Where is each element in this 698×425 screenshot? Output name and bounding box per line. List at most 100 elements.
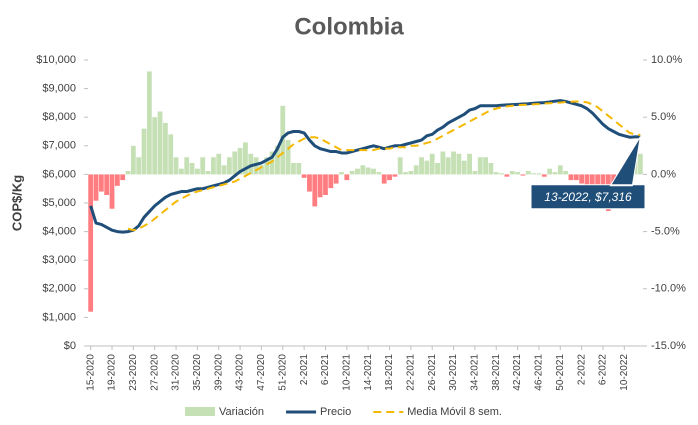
x-tick-label: 6-2022	[598, 354, 609, 386]
bar	[227, 157, 232, 175]
bar	[162, 122, 168, 175]
x-tick-label: 2-2022	[576, 354, 587, 386]
y-tick-label: $4,000	[42, 226, 76, 238]
legend-label: Media Móvil 8 sem.	[407, 406, 502, 418]
y2-tick-label: 0.0%	[651, 168, 676, 180]
x-tick-label: 6-2021	[320, 354, 331, 386]
bar	[483, 157, 488, 175]
bar	[109, 174, 115, 209]
bar	[205, 170, 211, 175]
x-tick-label: 10-2021	[341, 354, 352, 391]
bar	[323, 174, 328, 195]
bar	[200, 157, 206, 175]
bar	[259, 165, 264, 175]
bar	[493, 172, 499, 175]
legend-label: Precio	[320, 406, 351, 418]
bar	[328, 174, 334, 189]
bar	[312, 174, 318, 207]
line	[127, 100, 641, 232]
bar	[584, 174, 590, 189]
x-tick-label: 34-2021	[470, 354, 481, 391]
y-tick-label: $7,000	[42, 140, 76, 152]
bar	[120, 174, 126, 181]
bar	[173, 157, 179, 175]
x-tick-label: 2-2021	[299, 354, 310, 386]
bar	[157, 111, 163, 175]
bar	[573, 174, 579, 181]
bar	[429, 153, 435, 175]
bar	[568, 174, 574, 181]
bar	[152, 117, 158, 175]
bar	[211, 157, 216, 175]
bar	[376, 172, 382, 175]
x-tick-label: 22-2021	[406, 354, 417, 391]
y2-tick-label: 10.0%	[651, 54, 682, 66]
bar	[435, 162, 440, 175]
x-tick-label: 18-2021	[384, 354, 395, 391]
y-tick-label: $5,000	[42, 197, 76, 209]
bar	[387, 174, 392, 181]
bar	[184, 157, 190, 175]
x-tick-label: 30-2021	[448, 354, 459, 391]
bar	[461, 160, 467, 175]
x-tick-label: 38-2021	[491, 354, 502, 391]
bar	[408, 170, 414, 175]
bar	[515, 172, 520, 175]
line	[89, 99, 641, 234]
bar	[178, 168, 184, 175]
bar	[88, 174, 94, 312]
bar	[125, 170, 131, 175]
bar	[419, 157, 424, 175]
bar	[520, 174, 526, 176]
y2-tick-label: 5.0%	[651, 111, 676, 123]
x-tick-label: 50-2021	[555, 354, 566, 391]
bar	[232, 151, 238, 175]
annotation-text: 13-2022, $7,316	[544, 190, 632, 204]
bar	[301, 174, 307, 178]
legend: Variación Precio Media Móvil 8 sem.	[185, 406, 502, 418]
y2-tick-label: -10.0%	[651, 283, 686, 295]
bar	[291, 162, 296, 175]
x-tick-label: 51-2020	[277, 354, 288, 391]
x-tick-label: 27-2020	[149, 354, 160, 391]
bar	[392, 174, 398, 177]
bar	[413, 165, 419, 175]
bar	[536, 173, 542, 175]
x-tick-label: 14-2021	[363, 354, 374, 391]
bar	[477, 157, 483, 175]
bar	[168, 134, 174, 175]
bar	[381, 174, 387, 184]
y2-tick-label: -15.0%	[651, 340, 686, 352]
bar	[360, 165, 366, 175]
bar	[269, 151, 275, 175]
bar	[237, 148, 243, 175]
bar	[371, 168, 376, 175]
bar	[339, 172, 344, 175]
y-axis-title: COP$/Kg	[9, 175, 24, 231]
annotation-box	[530, 136, 646, 210]
bar	[136, 157, 142, 175]
bar	[243, 142, 248, 175]
bar	[525, 170, 531, 175]
bar	[365, 167, 371, 175]
x-tick-label: 43-2020	[235, 354, 246, 391]
x-tick-label: 23-2020	[128, 354, 139, 391]
bar	[194, 168, 200, 175]
bar	[403, 172, 408, 175]
bar	[349, 170, 355, 175]
bar	[547, 168, 553, 175]
bar	[275, 145, 280, 175]
y-tick-label: $2,000	[42, 283, 76, 295]
bar	[285, 140, 291, 175]
bar	[499, 173, 504, 175]
y-tick-label: $6,000	[42, 168, 76, 180]
y2-tick-label: -5.0%	[651, 226, 680, 238]
y-tick-label: $9,000	[42, 83, 76, 95]
x-tick-label: 42-2021	[512, 354, 523, 391]
y-tick-label: $8,000	[42, 111, 76, 123]
bar	[445, 157, 451, 175]
bar	[509, 170, 515, 175]
legend-swatch	[185, 407, 215, 416]
bar	[504, 174, 510, 177]
